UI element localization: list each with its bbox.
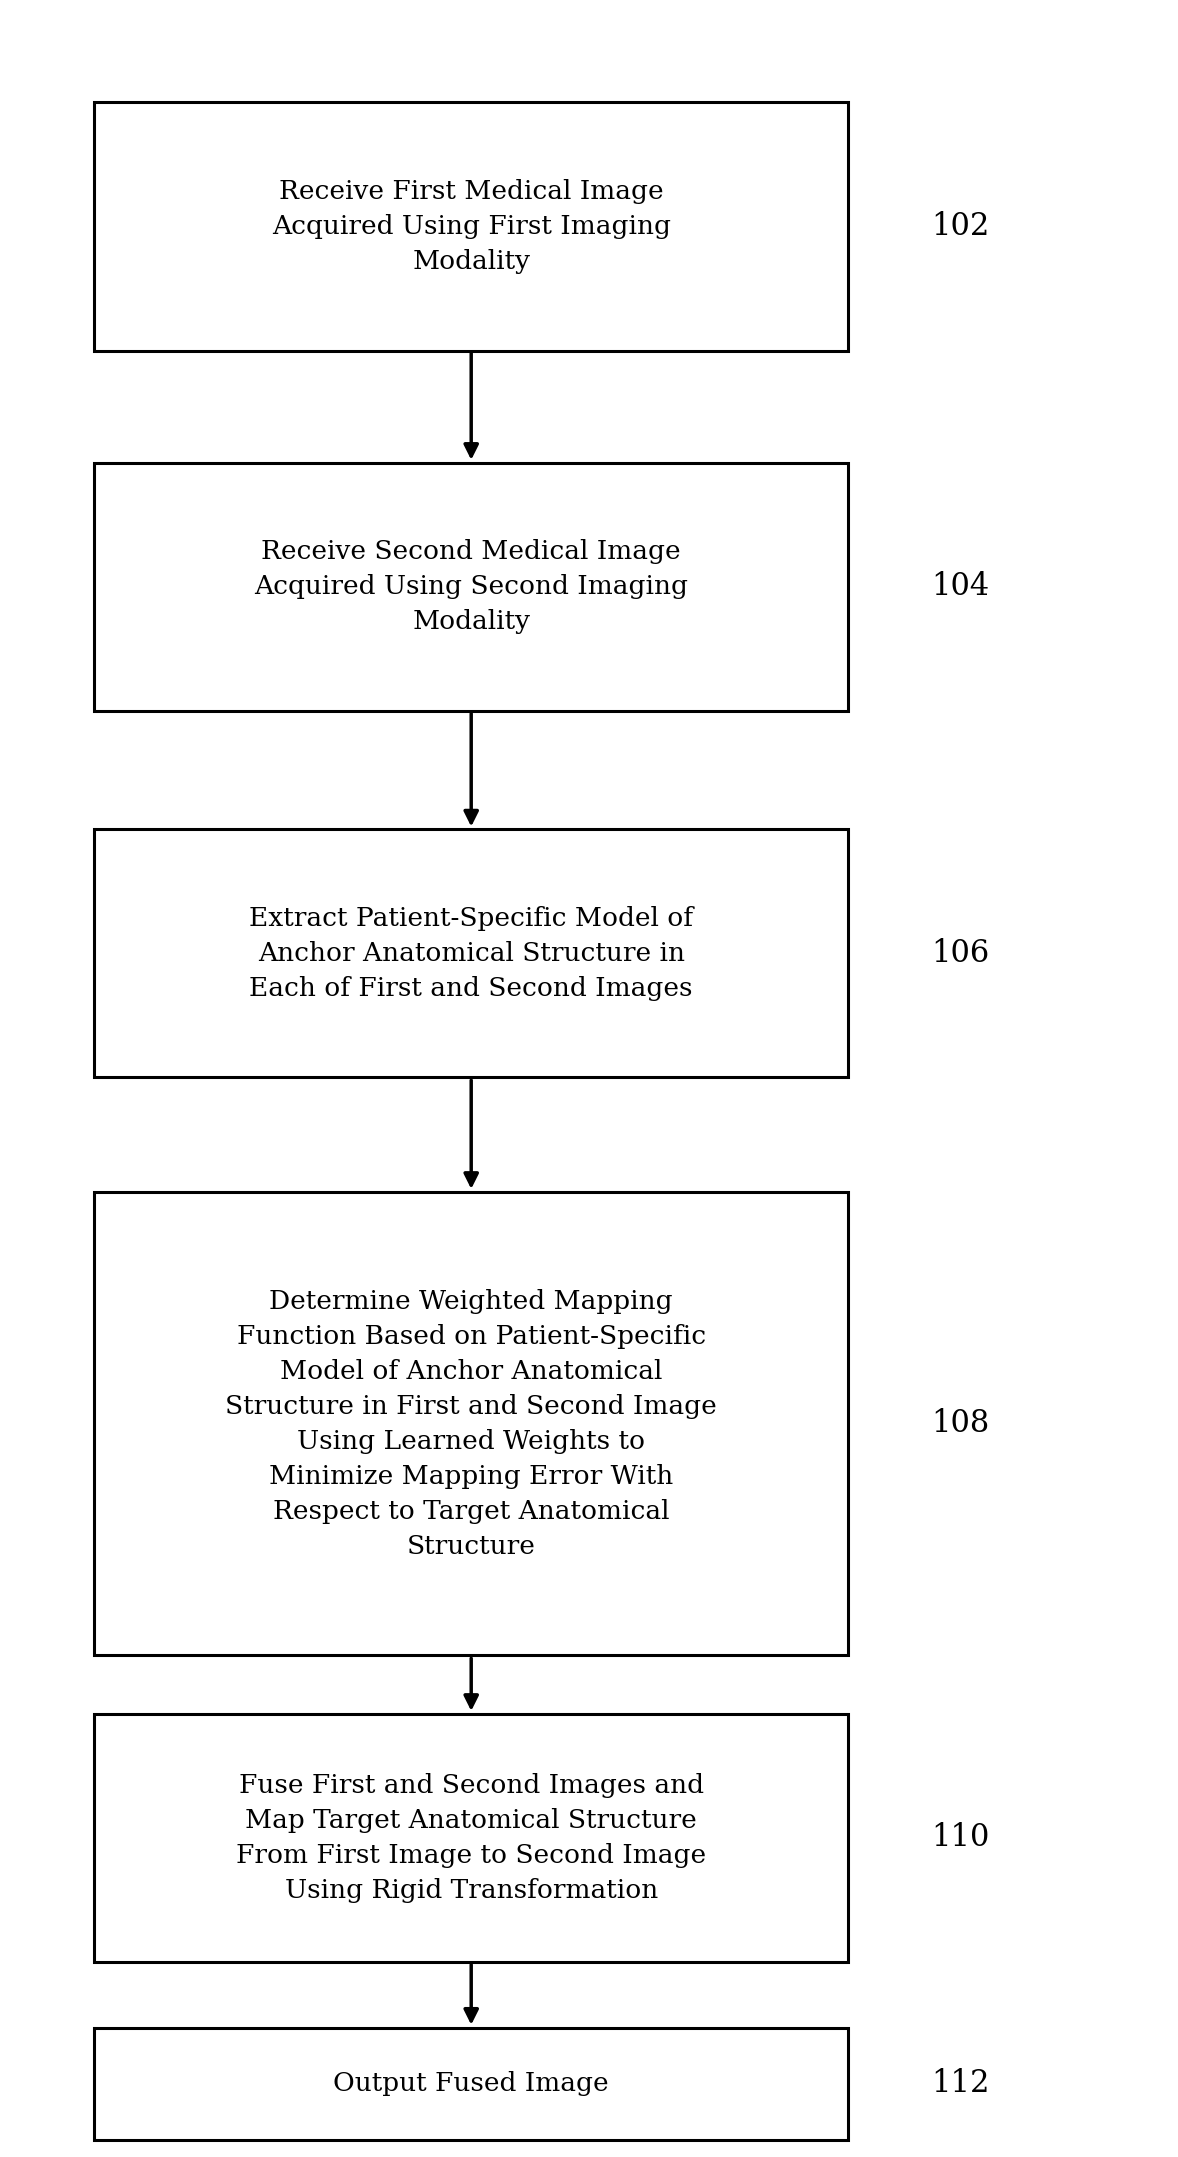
FancyBboxPatch shape <box>94 1713 848 1963</box>
Text: Receive First Medical Image
Acquired Using First Imaging
Modality: Receive First Medical Image Acquired Usi… <box>272 179 670 274</box>
Text: 102: 102 <box>931 211 990 242</box>
Text: 106: 106 <box>931 938 990 968</box>
FancyBboxPatch shape <box>94 101 848 352</box>
Text: 110: 110 <box>931 1823 990 1853</box>
Text: Fuse First and Second Images and
Map Target Anatomical Structure
From First Imag: Fuse First and Second Images and Map Tar… <box>236 1773 707 1902</box>
Text: Determine Weighted Mapping
Function Based on Patient-Specific
Model of Anchor An: Determine Weighted Mapping Function Base… <box>225 1288 717 1560</box>
FancyBboxPatch shape <box>94 1191 848 1657</box>
FancyBboxPatch shape <box>94 828 848 1076</box>
Text: 104: 104 <box>931 572 990 602</box>
Text: Receive Second Medical Image
Acquired Using Second Imaging
Modality: Receive Second Medical Image Acquired Us… <box>254 539 688 634</box>
Text: 108: 108 <box>931 1409 990 1439</box>
Text: Output Fused Image: Output Fused Image <box>333 2071 609 2097</box>
FancyBboxPatch shape <box>94 464 848 712</box>
FancyBboxPatch shape <box>94 2028 848 2140</box>
Text: Extract Patient-Specific Model of
Anchor Anatomical Structure in
Each of First a: Extract Patient-Specific Model of Anchor… <box>250 906 693 1001</box>
Text: 112: 112 <box>931 2069 990 2099</box>
